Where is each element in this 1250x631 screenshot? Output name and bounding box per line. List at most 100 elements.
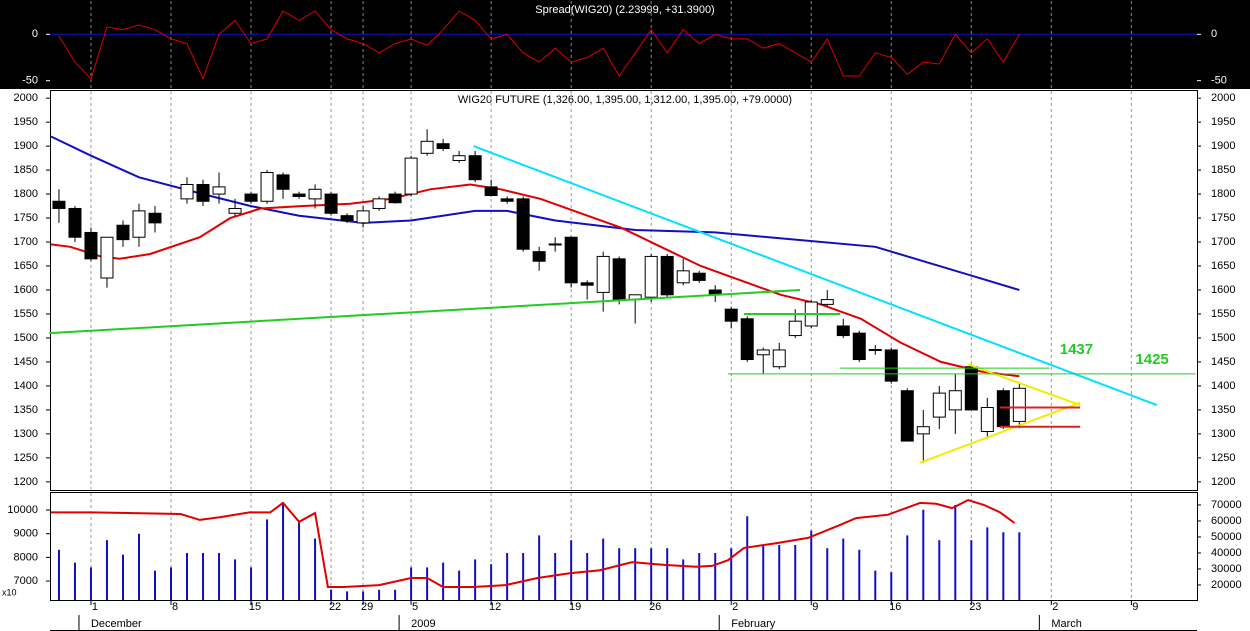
x-tick-label: 5	[412, 601, 418, 613]
level-label: 1425	[1135, 351, 1168, 368]
candle-body	[740, 318, 754, 361]
y-tick-label: 1400	[14, 380, 38, 392]
y-tick-label: 1300	[1211, 428, 1235, 440]
spread-title: Spread(WIG20) (2.23999, +31.3900)	[535, 4, 714, 16]
candle-body	[932, 392, 946, 418]
moving-average	[50, 183, 1020, 378]
month-label: December	[91, 618, 142, 630]
y-tick-label: 1950	[1211, 116, 1235, 128]
y-tick-label: 1850	[1211, 164, 1235, 176]
candle-body	[196, 183, 210, 202]
y-tick-label: -50	[22, 75, 38, 87]
x-tick-label: 9	[1132, 601, 1138, 613]
candle-body	[724, 308, 738, 322]
candle-body	[308, 188, 322, 200]
y-tick-label: 1500	[14, 332, 38, 344]
candle-body	[436, 143, 450, 150]
candle-body	[388, 193, 402, 204]
x-tick-label: 15	[249, 601, 261, 613]
trend-line	[49, 289, 801, 335]
candle-body	[676, 270, 690, 284]
month-label: March	[1051, 618, 1082, 630]
y-tick-label: 1300	[14, 428, 38, 440]
x-tick-label: 12	[489, 601, 501, 613]
y-tick-label: 1650	[14, 260, 38, 272]
trend-line	[967, 363, 1081, 407]
candle-body	[868, 348, 882, 351]
x-tick-label: 9	[812, 601, 818, 613]
candle-body	[612, 258, 626, 301]
candle-body	[564, 236, 578, 284]
y-tick-label: 1450	[14, 356, 38, 368]
y-tick-label: 40000	[1211, 547, 1242, 559]
spread-line	[58, 10, 1020, 81]
candle-body	[468, 155, 482, 181]
candle-body	[132, 210, 146, 238]
candle-body	[964, 366, 978, 411]
candle-body	[372, 198, 386, 209]
candle-body	[116, 224, 130, 241]
candle-body	[644, 255, 658, 298]
candle-body	[228, 207, 242, 214]
candle-body	[900, 390, 914, 442]
y-tick-label: 1350	[1211, 404, 1235, 416]
volume-frame	[50, 492, 1198, 601]
candle-body	[340, 215, 354, 221]
y-tick-label: 1350	[14, 404, 38, 416]
candle-body	[772, 349, 786, 368]
y-tick-label: 1650	[1211, 260, 1235, 272]
y-tick-label: 2000	[14, 92, 38, 104]
y-tick-label: 1700	[1211, 236, 1235, 248]
y-tick-label: 1750	[1211, 212, 1235, 224]
y-tick-label: 1850	[14, 164, 38, 176]
trend-line	[473, 145, 1158, 407]
y-tick-label: 7000	[14, 575, 38, 587]
candle-body	[52, 200, 66, 209]
y-tick-label: 1400	[1211, 380, 1235, 392]
y-tick-label: 10000	[7, 504, 38, 516]
candle-body	[244, 193, 258, 202]
y-tick-label: 1600	[1211, 284, 1235, 296]
y-tick-label: 1950	[14, 116, 38, 128]
candle-body	[852, 332, 866, 361]
x-tick-label: 8	[172, 601, 178, 613]
month-label: February	[731, 618, 776, 630]
candle-body	[292, 193, 306, 197]
x-tick-label: 26	[649, 601, 661, 613]
y-tick-label: 1600	[14, 284, 38, 296]
y-tick-label: 1800	[14, 188, 38, 200]
candle-body	[148, 212, 162, 224]
y-tick-label: 1550	[14, 308, 38, 320]
y-tick-label: 9000	[14, 528, 38, 540]
y-tick-label: 1550	[1211, 308, 1235, 320]
y-tick-label: 1500	[1211, 332, 1235, 344]
candle-body	[836, 325, 850, 337]
x-tick-label: 29	[361, 601, 373, 613]
candle-body	[276, 174, 290, 190]
y-tick-label: 1200	[14, 476, 38, 488]
x-tick-label: 1	[92, 601, 98, 613]
candle-body	[580, 282, 594, 286]
candle-body	[1012, 387, 1026, 422]
candle-body	[532, 251, 546, 262]
open-interest-line	[51, 499, 1016, 588]
candle-body	[548, 243, 562, 246]
candle-body	[212, 186, 226, 195]
candle-body	[100, 236, 114, 279]
y-tick-label: 70000	[1211, 499, 1242, 511]
candle-body	[356, 210, 370, 224]
price-title: WIG20 FUTURE (1,326.00, 1,395.00, 1,312.…	[458, 94, 792, 106]
y-tick-label: 50000	[1211, 531, 1242, 543]
x-tick-label: 16	[889, 601, 901, 613]
x-tick-label: 2	[1052, 601, 1058, 613]
candle-body	[420, 140, 434, 154]
y-tick-label: -50	[1211, 75, 1227, 87]
candle-body	[660, 255, 674, 296]
candle-body	[820, 299, 834, 305]
y-tick-label: 1900	[14, 140, 38, 152]
candle-body	[84, 231, 98, 260]
month-label: 2009	[411, 618, 435, 630]
candle-body	[756, 349, 770, 356]
x-tick-label: 22	[329, 601, 341, 613]
